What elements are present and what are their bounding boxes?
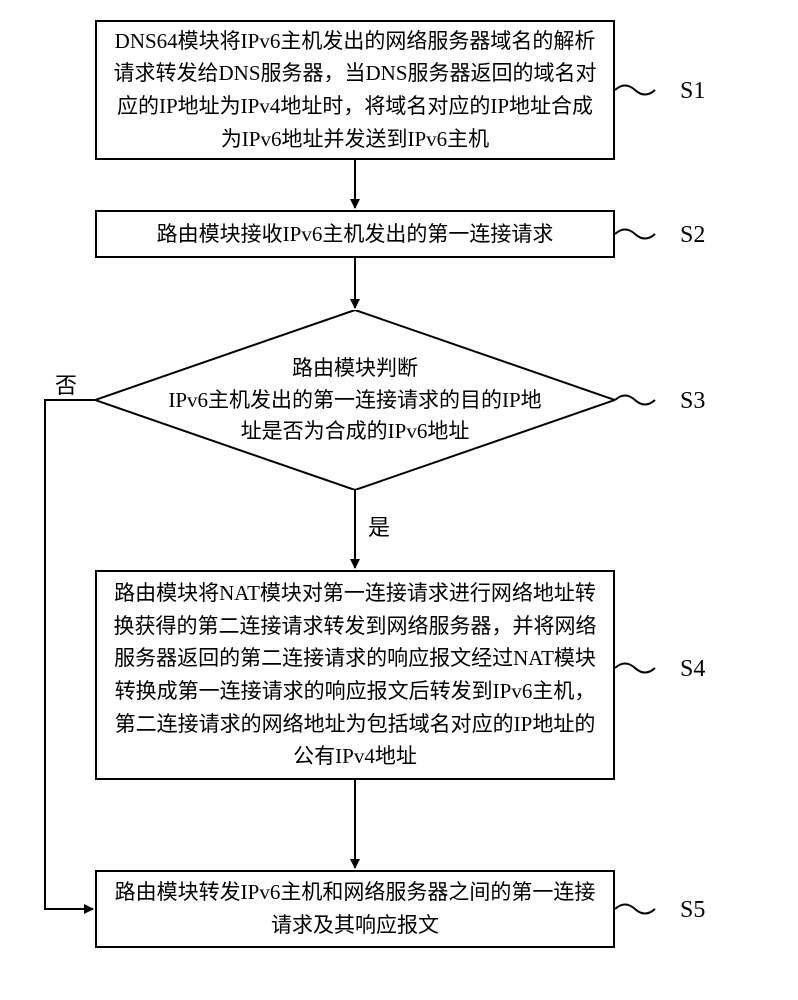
step-s1-box: DNS64模块将IPv6主机发出的网络服务器域名的解析请求转发给DNS服务器，当… — [95, 20, 615, 160]
step-s4-box: 路由模块将NAT模块对第一连接请求进行网络地址转换获得的第二连接请求转发到网络服… — [95, 570, 615, 780]
step-s2-text: 路由模块接收IPv6主机发出的第一连接请求 — [147, 212, 564, 257]
step-s1-label: S1 — [680, 78, 705, 105]
decision-yes-label: 是 — [368, 510, 390, 542]
step-s3-text: 路由模块判断 IPv6主机发出的第一连接请求的目的IP地 址是否为合成的IPv6… — [95, 353, 615, 448]
step-s3-label: S3 — [680, 388, 705, 415]
step-s4-text: 路由模块将NAT模块对第一连接请求进行网络地址转换获得的第二连接请求转发到网络服… — [97, 571, 613, 778]
step-s2-box: 路由模块接收IPv6主机发出的第一连接请求 — [95, 210, 615, 258]
step-s5-box: 路由模块转发IPv6主机和网络服务器之间的第一连接请求及其响应报文 — [95, 870, 615, 948]
step-s3-line2: IPv6主机发出的第一连接请求的目的IP地 — [168, 387, 541, 411]
step-s4-label: S4 — [680, 656, 705, 683]
step-s3-line3: 址是否为合成的IPv6地址 — [241, 419, 470, 443]
flowchart-canvas: DNS64模块将IPv6主机发出的网络服务器域名的解析请求转发给DNS服务器，当… — [0, 0, 798, 1000]
step-s1-text: DNS64模块将IPv6主机发出的网络服务器域名的解析请求转发给DNS服务器，当… — [97, 19, 613, 161]
step-s5-text: 路由模块转发IPv6主机和网络服务器之间的第一连接请求及其响应报文 — [97, 870, 613, 947]
step-s2-label: S2 — [680, 222, 705, 249]
step-s3-diamond: 路由模块判断 IPv6主机发出的第一连接请求的目的IP地 址是否为合成的IPv6… — [95, 310, 615, 490]
step-s5-label: S5 — [680, 897, 705, 924]
step-s3-line1: 路由模块判断 — [292, 356, 418, 380]
decision-no-label: 否 — [55, 368, 77, 400]
